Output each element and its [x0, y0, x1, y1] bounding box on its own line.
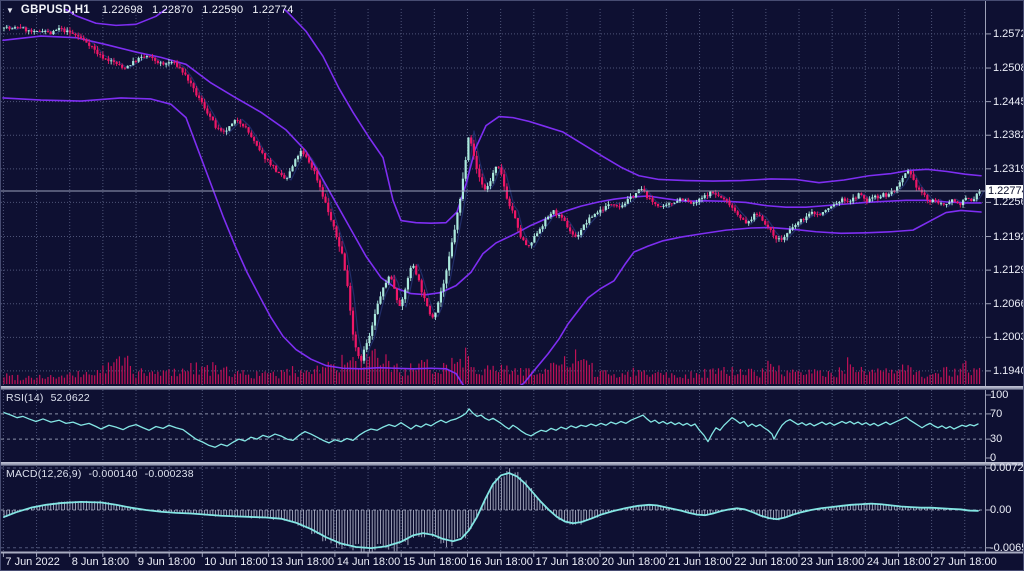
rsi-axis-label: 0 [990, 452, 997, 464]
time-axis-label: 15 Jun 18:00 [403, 556, 467, 568]
price-axis-label: 1.23190 [993, 162, 1023, 175]
price-axis-label: 1.24450 [993, 95, 1023, 108]
price-axis-label: 1.20030 [993, 331, 1023, 344]
time-axis-label: 17 Jun 18:00 [535, 556, 600, 568]
price-axis-label: 1.22560 [993, 196, 1023, 209]
time-axis-label: 20 Jun 18:00 [601, 556, 666, 568]
macd-axis-label: 0.007258 [990, 462, 1024, 475]
time-axis-label: 22 Jun 18:00 [734, 556, 798, 568]
current-price-tag: 1.22774 [986, 184, 1024, 198]
price-axis-label: 1.25080 [993, 62, 1023, 75]
rsi-axis-label: 70 [990, 407, 1003, 420]
time-axis-label: 13 Jun 18:00 [270, 556, 335, 568]
time-axis-label: 24 Jun 18:00 [866, 556, 931, 568]
time-axis-label: 23 Jun 18:00 [800, 556, 865, 568]
time-axis-label: 27 Jun 18:00 [933, 556, 997, 568]
time-axis-label: 7 Jun 2022 [5, 556, 60, 568]
time-axis-label: 8 Jun 18:00 [71, 556, 130, 568]
macd-axis-label: -0.006541 [990, 541, 1023, 554]
price-axis-label: 1.23820 [993, 129, 1023, 142]
rsi-axis-label: 30 [990, 433, 1003, 446]
rsi-pane[interactable] [1, 390, 985, 462]
time-axis-label: 9 Jun 18:00 [137, 556, 196, 568]
main-chart-pane[interactable] [1, 9, 985, 386]
price-axis-label: 1.19400 [993, 364, 1023, 377]
time-axis-label: 16 Jun 18:00 [469, 556, 533, 568]
pane-separator-rsi[interactable] [1, 386, 1023, 390]
macd-pane[interactable] [1, 466, 985, 552]
price-axis[interactable]: 1.22774 1.25720 1.25080 1.24450 1.23820 1.23… [985, 1, 1024, 554]
time-axis[interactable]: 7 Jun 2022 8 Jun 18:00 9 Jun 18:00 10 Jun 1… [1, 554, 1023, 570]
price-axis-label: 1.21920 [993, 230, 1023, 243]
time-axis-label: 21 Jun 18:00 [668, 556, 732, 568]
price-axis-label: 1.21290 [993, 264, 1023, 277]
price-axis-label: 1.20660 [993, 297, 1023, 310]
time-axis-label: 14 Jun 18:00 [336, 556, 401, 568]
rsi-axis-label: 100 [990, 389, 1009, 401]
price-axis-label: 1.25720 [993, 27, 1023, 40]
macd-axis-label: 0.00 [990, 504, 1012, 516]
time-axis-label: 10 Jun 18:00 [204, 556, 268, 568]
pane-separator-macd[interactable] [1, 462, 1023, 466]
